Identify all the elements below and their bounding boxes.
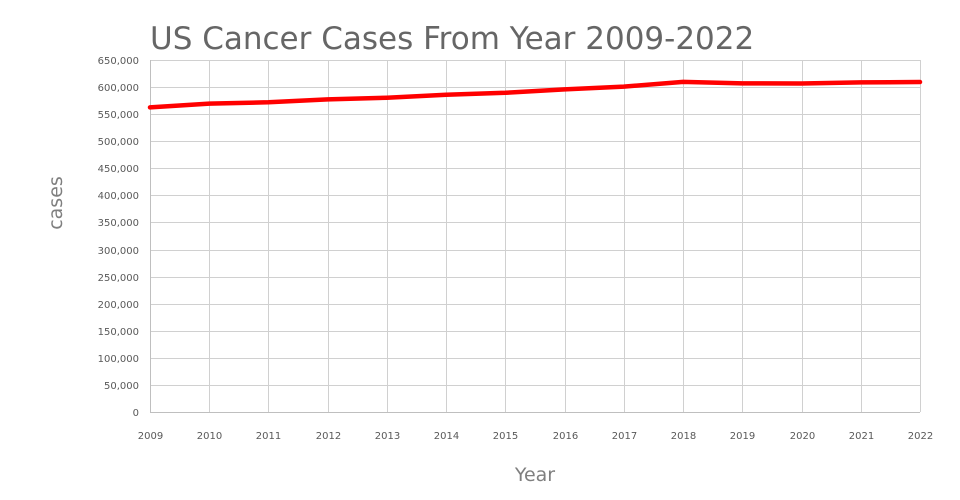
series-line [147, 79, 923, 110]
x-axis-ticks: 2009 2010 2011 2012 2013 2014 2015 2016 2017 2018… [138, 431, 933, 442]
x-tick-label: 2014 [434, 431, 459, 442]
y-axis-ticks: 0 50,000 100,000 150,000 200,000 250,000 300,0… [98, 56, 139, 419]
x-tick-label: 2018 [671, 431, 696, 442]
axes [150, 60, 920, 413]
x-tick-label: 2017 [612, 431, 637, 442]
y-tick-label: 600,000 [98, 83, 139, 94]
x-tick-label: 2013 [375, 431, 400, 442]
x-tick-label: 2009 [138, 431, 163, 442]
x-tick-label: 2011 [256, 431, 281, 442]
y-tick-label: 100,000 [98, 354, 139, 365]
y-tick-label: 450,000 [98, 164, 139, 175]
y-tick-label: 300,000 [98, 246, 139, 257]
chart-title: US Cancer Cases From Year 2009-2022 [150, 21, 754, 57]
y-tick-label: 650,000 [98, 56, 139, 67]
y-tick-label: 550,000 [98, 110, 139, 121]
y-tick-label: 250,000 [98, 273, 139, 284]
y-axis-label: cases [45, 176, 67, 230]
x-tick-label: 2022 [908, 431, 933, 442]
y-tick-label: 0 [133, 408, 139, 419]
x-tick-label: 2015 [493, 431, 518, 442]
y-tick-label: 200,000 [98, 300, 139, 311]
y-tick-label: 350,000 [98, 218, 139, 229]
x-tick-label: 2016 [553, 431, 578, 442]
y-tick-label: 400,000 [98, 191, 139, 202]
series-group [147, 79, 923, 110]
x-tick-label: 2012 [316, 431, 341, 442]
y-tick-label: 150,000 [98, 327, 139, 338]
x-axis-label: Year [514, 464, 555, 486]
x-tick-label: 2020 [790, 431, 815, 442]
x-tick-label: 2021 [849, 431, 874, 442]
x-tick-label: 2010 [197, 431, 222, 442]
y-tick-label: 500,000 [98, 137, 139, 148]
gridlines [150, 60, 921, 412]
y-tick-label: 50,000 [104, 381, 139, 392]
x-tick-label: 2019 [730, 431, 755, 442]
